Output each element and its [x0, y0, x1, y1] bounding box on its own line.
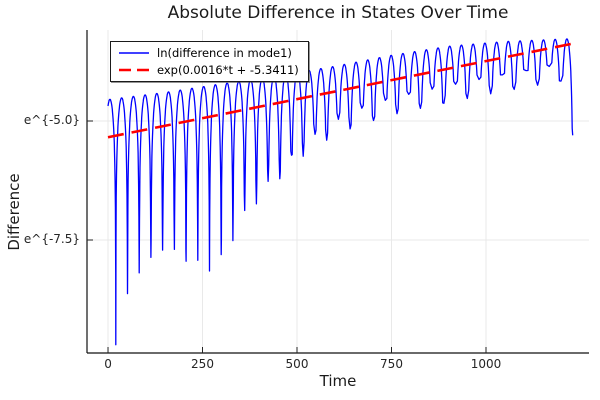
y-tick-label: e^{-5.0} [23, 113, 80, 127]
legend-label-series: ln(difference in mode1) [157, 45, 292, 60]
x-tick-label: 1000 [470, 357, 502, 371]
x-tick-label: 500 [285, 357, 309, 371]
fit-line-exp [107, 42, 572, 139]
x-tick-label: 750 [380, 357, 403, 371]
legend-line-sample-dashed [119, 68, 149, 71]
x-tick-label: 0 [104, 357, 112, 371]
legend-label-fit: exp(0.0016*t + -5.3411) [157, 62, 299, 77]
legend-entry-series: ln(difference in mode1) [118, 44, 299, 61]
y-axis-label: Difference [5, 173, 23, 251]
x-axis-label: Time [319, 372, 357, 390]
x-tick-label: 250 [191, 357, 214, 371]
chart-title: Absolute Difference in States Over Time [167, 3, 509, 23]
y-tick-label: e^{-7.5} [23, 232, 80, 246]
legend-entry-fit: exp(0.0016*t + -5.3411) [118, 61, 299, 78]
series-line-ln-difference [107, 38, 574, 346]
legend: ln(difference in mode1) exp(0.0016*t + -… [110, 41, 309, 82]
legend-line-sample-solid [119, 51, 149, 54]
